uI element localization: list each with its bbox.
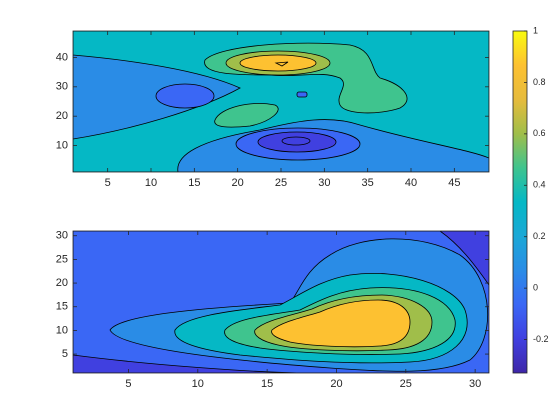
y-tick-label: 30 <box>56 230 68 242</box>
region <box>274 61 289 67</box>
colorbar-tick-label: 0.2 <box>533 231 546 241</box>
colorbar <box>513 31 527 373</box>
x-tick-label: 25 <box>400 378 412 390</box>
colorbar-box <box>512 30 528 374</box>
region <box>214 103 279 128</box>
y-tick-label: 25 <box>56 253 68 265</box>
x-tick-label: 20 <box>232 177 244 189</box>
colorbar-tick-label: 0.6 <box>533 128 546 138</box>
x-tick-label: 40 <box>405 177 417 189</box>
y-tick-label: 15 <box>56 301 68 313</box>
bottom-contour <box>73 231 489 373</box>
x-tick-label: 20 <box>330 378 342 390</box>
x-tick-label: 30 <box>469 378 481 390</box>
region <box>296 91 308 98</box>
x-tick-label: 35 <box>362 177 374 189</box>
y-tick-label: 30 <box>56 81 68 93</box>
y-tick-label: 10 <box>56 324 68 336</box>
axes-box <box>72 230 490 374</box>
colorbar-tick-label: -0.2 <box>533 334 549 344</box>
region <box>271 299 411 348</box>
colorbar-tick-label: 0.8 <box>533 77 546 87</box>
x-tick-label: 25 <box>275 177 287 189</box>
x-tick-label: 30 <box>318 177 330 189</box>
x-tick-label: 5 <box>125 378 131 390</box>
x-tick-label: 5 <box>105 177 111 189</box>
region <box>155 83 215 109</box>
colorbar-tick-label: 0.4 <box>533 180 546 190</box>
x-tick-label: 15 <box>188 177 200 189</box>
x-tick-label: 45 <box>448 177 460 189</box>
top-contour <box>73 31 489 172</box>
colorbar-tick-label: 0 <box>533 283 538 293</box>
x-tick-label: 15 <box>261 378 273 390</box>
x-tick-label: 10 <box>145 177 157 189</box>
y-tick-label: 20 <box>56 110 68 122</box>
x-tick-label: 10 <box>192 378 204 390</box>
region <box>281 136 311 146</box>
y-tick-label: 20 <box>56 277 68 289</box>
y-tick-label: 5 <box>62 348 68 360</box>
y-tick-label: 40 <box>56 51 68 63</box>
colorbar-tick-label: 1 <box>533 25 538 35</box>
y-tick-label: 10 <box>56 139 68 151</box>
